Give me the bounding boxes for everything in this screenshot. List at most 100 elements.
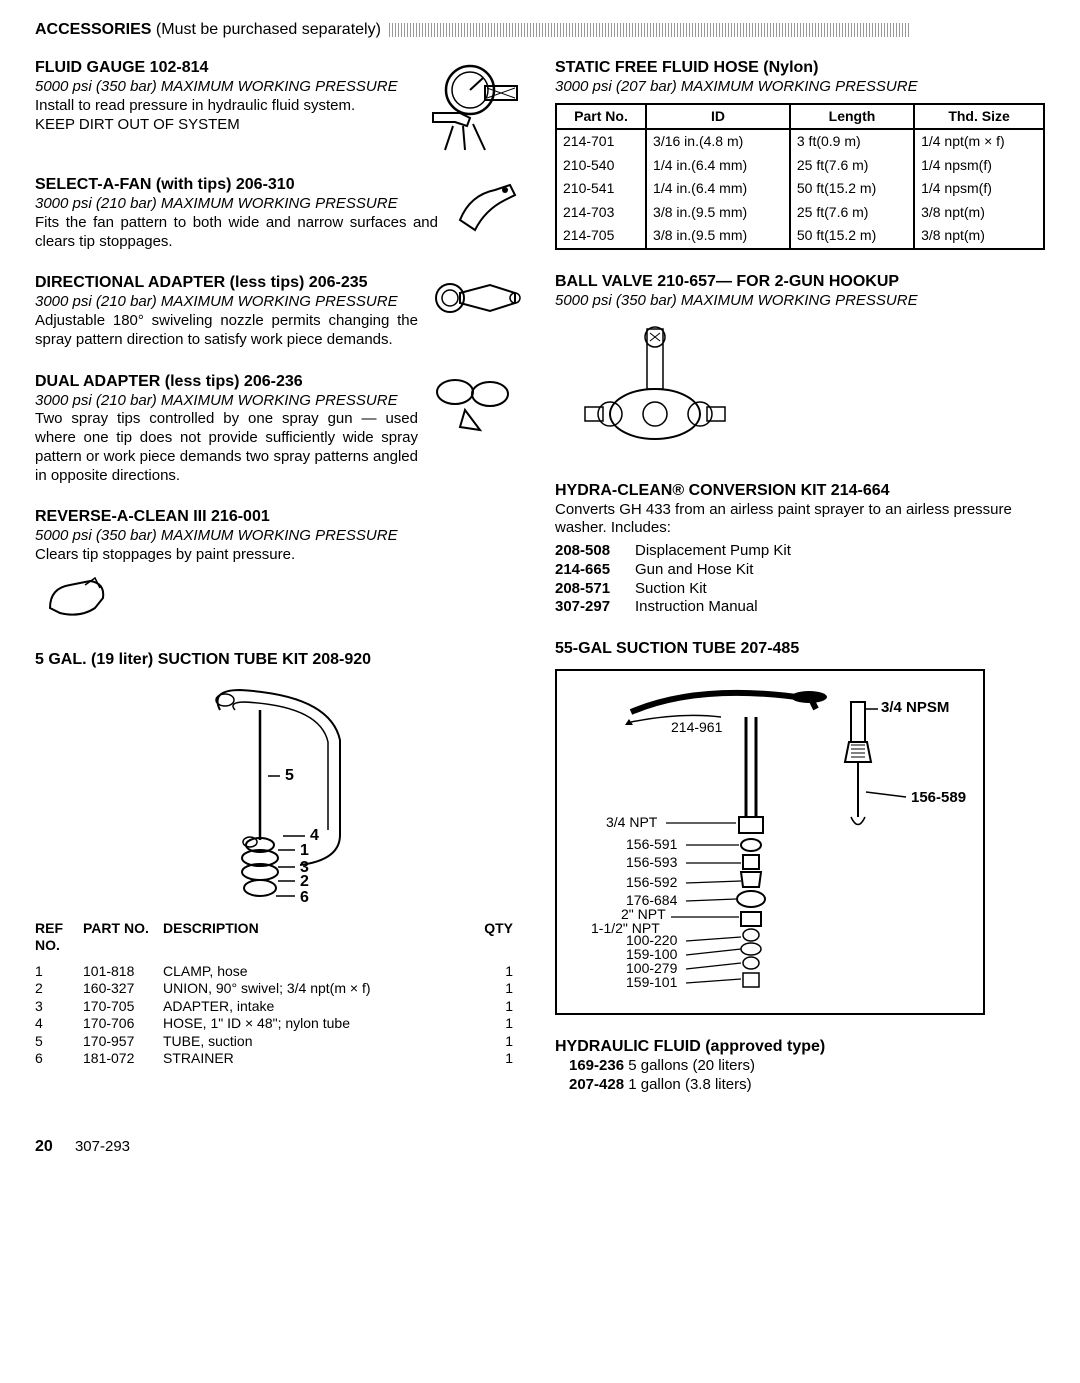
svg-text:4: 4 [310,827,319,844]
r4-ref: 4 [35,1015,83,1033]
r1-qty: 1 [473,963,513,981]
directional-desc: Adjustable 180° swiveling nozzle permits… [35,312,418,350]
r2-qty: 1 [473,980,513,998]
kit-i1-pn: 208-508 [555,542,627,561]
hose-r2-id: 1/4 in.(6.4 mm) [646,154,790,178]
hydra-kit-list: 208-508Displacement Pump Kit 214-665Gun … [555,542,1045,617]
svg-text:3/4 NPT: 3/4 NPT [606,814,658,830]
suction55-title: 55-GAL SUCTION TUBE 207-485 [555,639,1045,659]
header-hatch [389,23,909,37]
reverse-desc: Clears tip stoppages by paint pressure. [35,546,525,565]
hdr-desc: DESCRIPTION [163,920,473,955]
hose-r1-pn: 214-701 [556,129,646,154]
r3-qty: 1 [473,998,513,1016]
hose-r4-thd: 3/8 npt(m) [914,201,1044,225]
hose-r1-id: 3/16 in.(4.8 m) [646,129,790,154]
fluid-gauge-desc2: KEEP DIRT OUT OF SYSTEM [35,116,403,135]
suction5-title: 5 GAL. (19 liter) SUCTION TUBE KIT 208-9… [35,650,525,670]
svg-text:2: 2 [300,873,309,890]
svg-text:6: 6 [300,889,309,906]
r4-pn: 170-706 [83,1015,163,1033]
ball-valve-icon [555,319,1045,459]
dual-desc: Two spray tips controlled by one spray g… [35,410,418,485]
r4-qty: 1 [473,1015,513,1033]
hose-table: Part No. ID Length Thd. Size 214-7013/16… [555,103,1045,250]
r1-desc: CLAMP, hose [163,963,473,981]
hose-r5-pn: 214-705 [556,224,646,249]
svg-text:156-589: 156-589 [911,789,966,806]
svg-text:156-593: 156-593 [626,854,678,870]
kit-i2-pn: 214-665 [555,561,627,580]
r6-qty: 1 [473,1050,513,1068]
kit-i4-pn: 307-297 [555,598,627,617]
r6-ref: 6 [35,1050,83,1068]
reverse-pressure: 5000 psi (350 bar) MAXIMUM WORKING PRESS… [35,527,525,546]
select-fan-icon [450,175,525,245]
hose-hdr-id: ID [646,104,790,130]
r3-pn: 170-705 [83,998,163,1016]
page-number: 20 [35,1138,53,1155]
r1-ref: 1 [35,963,83,981]
hose-r2-thd: 1/4 npsm(f) [914,154,1044,178]
hose-hdr-thd: Thd. Size [914,104,1044,130]
hose-pressure: 3000 psi (207 bar) MAXIMUM WORKING PRESS… [555,78,1045,97]
select-fan-title: SELECT-A-FAN (with tips) 206-310 [35,175,438,195]
hose-r4-len: 25 ft(7.6 m) [790,201,914,225]
hose-r3-pn: 210-541 [556,177,646,201]
gauge-icon [415,58,525,153]
svg-text:5: 5 [285,767,294,784]
hose-hdr-len: Length [790,104,914,130]
doc-number: 307-293 [75,1138,130,1155]
hose-r3-len: 50 ft(15.2 m) [790,177,914,201]
hose-r5-len: 50 ft(15.2 m) [790,224,914,249]
hdr-ref: REF NO. [35,920,83,955]
lbl-a: 3/4 NPSM [881,699,949,716]
hose-r4-pn: 214-703 [556,201,646,225]
select-fan-pressure: 3000 psi (210 bar) MAXIMUM WORKING PRESS… [35,195,438,214]
section-header: ACCESSORIES (Must be purchased separatel… [35,20,1045,40]
reverse-title: REVERSE-A-CLEAN III 216-001 [35,507,525,527]
r2-desc: UNION, 90° swivel; 3/4 npt(m × f) [163,980,473,998]
dual-icon [430,372,525,442]
fluid-gauge-desc1: Install to read pressure in hydraulic fl… [35,97,403,116]
fluid-r2: 1 gallon (3.8 liters) [628,1076,751,1093]
right-column: STATIC FREE FLUID HOSE (Nylon) 3000 psi … [555,58,1045,1117]
suction55-diagram: 3/4 NPSM 156-589 214-961 3/4 NPT 156-591… [555,669,985,1015]
hose-title: STATIC FREE FLUID HOSE (Nylon) [555,58,1045,78]
ball-valve-pressure: 5000 psi (350 bar) MAXIMUM WORKING PRESS… [555,292,1045,311]
svg-text:156-591: 156-591 [626,836,678,852]
kit-i3-pn: 208-571 [555,580,627,599]
fluid-r1: 5 gallons (20 liters) [628,1057,755,1074]
r3-desc: ADAPTER, intake [163,998,473,1016]
svg-text:214-961: 214-961 [671,719,723,735]
svg-text:156-592: 156-592 [626,874,678,890]
fluid-r1-pn: 169-236 [569,1057,624,1074]
r5-ref: 5 [35,1033,83,1051]
hose-r3-thd: 1/4 npsm(f) [914,177,1044,201]
fluid-r2-pn: 207-428 [569,1076,624,1093]
r4-desc: HOSE, 1" ID × 48"; nylon tube [163,1015,473,1033]
hydraulic-fluid-title: HYDRAULIC FLUID (approved type) [555,1037,1045,1057]
r1-pn: 101-818 [83,963,163,981]
left-column: FLUID GAUGE 102-814 5000 psi (350 bar) M… [35,58,525,1117]
hose-r1-len: 3 ft(0.9 m) [790,129,914,154]
hose-r2-pn: 210-540 [556,154,646,178]
hose-r1-thd: 1/4 npt(m × f) [914,129,1044,154]
directional-icon [430,273,525,323]
hydra-desc: Converts GH 433 from an airless paint sp… [555,501,1045,539]
directional-pressure: 3000 psi (210 bar) MAXIMUM WORKING PRESS… [35,293,418,312]
suction5-diagram: 5 4 1 3 2 6 [150,680,410,910]
select-fan-desc: Fits the fan pattern to both wide and na… [35,214,438,252]
kit-i3-label: Suction Kit [635,580,707,599]
hose-r5-thd: 3/8 npt(m) [914,224,1044,249]
dual-title: DUAL ADAPTER (less tips) 206-236 [35,372,418,392]
directional-title: DIRECTIONAL ADAPTER (less tips) 206-235 [35,273,418,293]
footer: 20 307-293 [35,1137,1045,1157]
fluid-gauge-title: FLUID GAUGE 102-814 [35,58,403,78]
hose-r4-id: 3/8 in.(9.5 mm) [646,201,790,225]
kit-i4-label: Instruction Manual [635,598,758,617]
header-note: (Must be purchased separately) [156,21,381,38]
kit-i2-label: Gun and Hose Kit [635,561,753,580]
r3-ref: 3 [35,998,83,1016]
hose-r2-len: 25 ft(7.6 m) [790,154,914,178]
